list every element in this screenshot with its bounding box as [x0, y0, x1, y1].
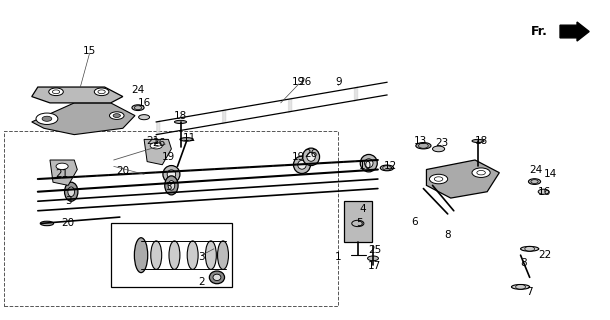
Ellipse shape — [520, 246, 539, 251]
Text: Fr.: Fr. — [531, 25, 548, 38]
Ellipse shape — [307, 152, 315, 161]
Ellipse shape — [165, 176, 178, 195]
Polygon shape — [144, 140, 171, 165]
Ellipse shape — [132, 105, 144, 110]
Text: 18: 18 — [174, 111, 187, 121]
Ellipse shape — [174, 120, 187, 124]
Text: 17: 17 — [368, 261, 381, 271]
Text: 22: 22 — [538, 250, 551, 260]
Ellipse shape — [169, 241, 180, 269]
Text: 24: 24 — [529, 164, 542, 174]
Ellipse shape — [528, 179, 540, 184]
Text: 23: 23 — [435, 138, 448, 148]
Text: 26: 26 — [304, 149, 318, 159]
Circle shape — [49, 88, 63, 96]
Text: 7: 7 — [526, 287, 533, 297]
Text: 18: 18 — [475, 136, 488, 146]
Ellipse shape — [206, 241, 217, 269]
Circle shape — [113, 114, 120, 117]
Text: 3: 3 — [65, 196, 71, 206]
Ellipse shape — [303, 148, 320, 165]
Ellipse shape — [187, 241, 198, 269]
Ellipse shape — [416, 142, 431, 149]
Ellipse shape — [298, 160, 306, 169]
Ellipse shape — [432, 146, 445, 152]
Ellipse shape — [180, 138, 193, 141]
Text: 4: 4 — [359, 204, 366, 214]
Text: 2: 2 — [198, 277, 205, 287]
Text: 9: 9 — [335, 77, 342, 87]
Ellipse shape — [511, 284, 529, 289]
Circle shape — [472, 168, 490, 178]
Ellipse shape — [472, 140, 484, 142]
Bar — [4, 132, 339, 306]
Ellipse shape — [209, 271, 224, 284]
Text: 20: 20 — [62, 219, 75, 228]
Circle shape — [429, 174, 448, 184]
Text: 16: 16 — [137, 98, 151, 108]
Circle shape — [56, 163, 68, 170]
Ellipse shape — [151, 241, 162, 269]
Text: 8: 8 — [444, 229, 451, 240]
Text: 1: 1 — [335, 252, 342, 262]
Ellipse shape — [167, 170, 176, 179]
Circle shape — [42, 116, 52, 121]
Ellipse shape — [218, 241, 229, 269]
Text: 8: 8 — [520, 258, 527, 268]
Text: 11: 11 — [183, 133, 196, 143]
Circle shape — [36, 113, 58, 124]
Polygon shape — [32, 103, 135, 135]
Ellipse shape — [68, 187, 74, 196]
Text: 6: 6 — [411, 217, 418, 227]
Bar — [345, 201, 371, 243]
Polygon shape — [50, 160, 77, 185]
Text: 25: 25 — [368, 245, 381, 255]
Ellipse shape — [380, 165, 393, 171]
Text: 26: 26 — [152, 138, 166, 148]
Text: 5: 5 — [356, 219, 363, 228]
Text: 3: 3 — [198, 252, 205, 262]
Text: 19: 19 — [292, 152, 306, 162]
Ellipse shape — [138, 115, 149, 120]
Text: 12: 12 — [384, 161, 396, 171]
Polygon shape — [32, 87, 123, 103]
Text: 19: 19 — [162, 152, 175, 162]
Circle shape — [95, 88, 109, 96]
FancyArrow shape — [560, 22, 589, 41]
Text: 26: 26 — [298, 77, 312, 87]
Ellipse shape — [163, 165, 180, 183]
Text: 19: 19 — [292, 77, 306, 87]
Text: 14: 14 — [544, 169, 558, 179]
Ellipse shape — [538, 189, 549, 194]
Polygon shape — [426, 160, 500, 198]
Text: 15: 15 — [83, 45, 96, 56]
Ellipse shape — [368, 256, 378, 261]
Bar — [110, 223, 232, 287]
Text: 13: 13 — [414, 136, 427, 146]
Text: 24: 24 — [131, 85, 145, 95]
Ellipse shape — [65, 182, 78, 201]
Ellipse shape — [293, 156, 310, 173]
Text: 21: 21 — [56, 169, 69, 179]
Ellipse shape — [168, 180, 174, 190]
Ellipse shape — [365, 159, 373, 168]
Ellipse shape — [134, 238, 148, 273]
Circle shape — [109, 112, 124, 119]
Ellipse shape — [40, 221, 54, 226]
Text: 21: 21 — [146, 136, 160, 146]
Text: 3: 3 — [165, 182, 171, 192]
Ellipse shape — [213, 274, 221, 281]
Text: 20: 20 — [117, 166, 129, 176]
Ellipse shape — [361, 155, 377, 172]
Circle shape — [150, 142, 162, 149]
Text: 10: 10 — [359, 161, 372, 171]
Text: 16: 16 — [538, 187, 551, 197]
